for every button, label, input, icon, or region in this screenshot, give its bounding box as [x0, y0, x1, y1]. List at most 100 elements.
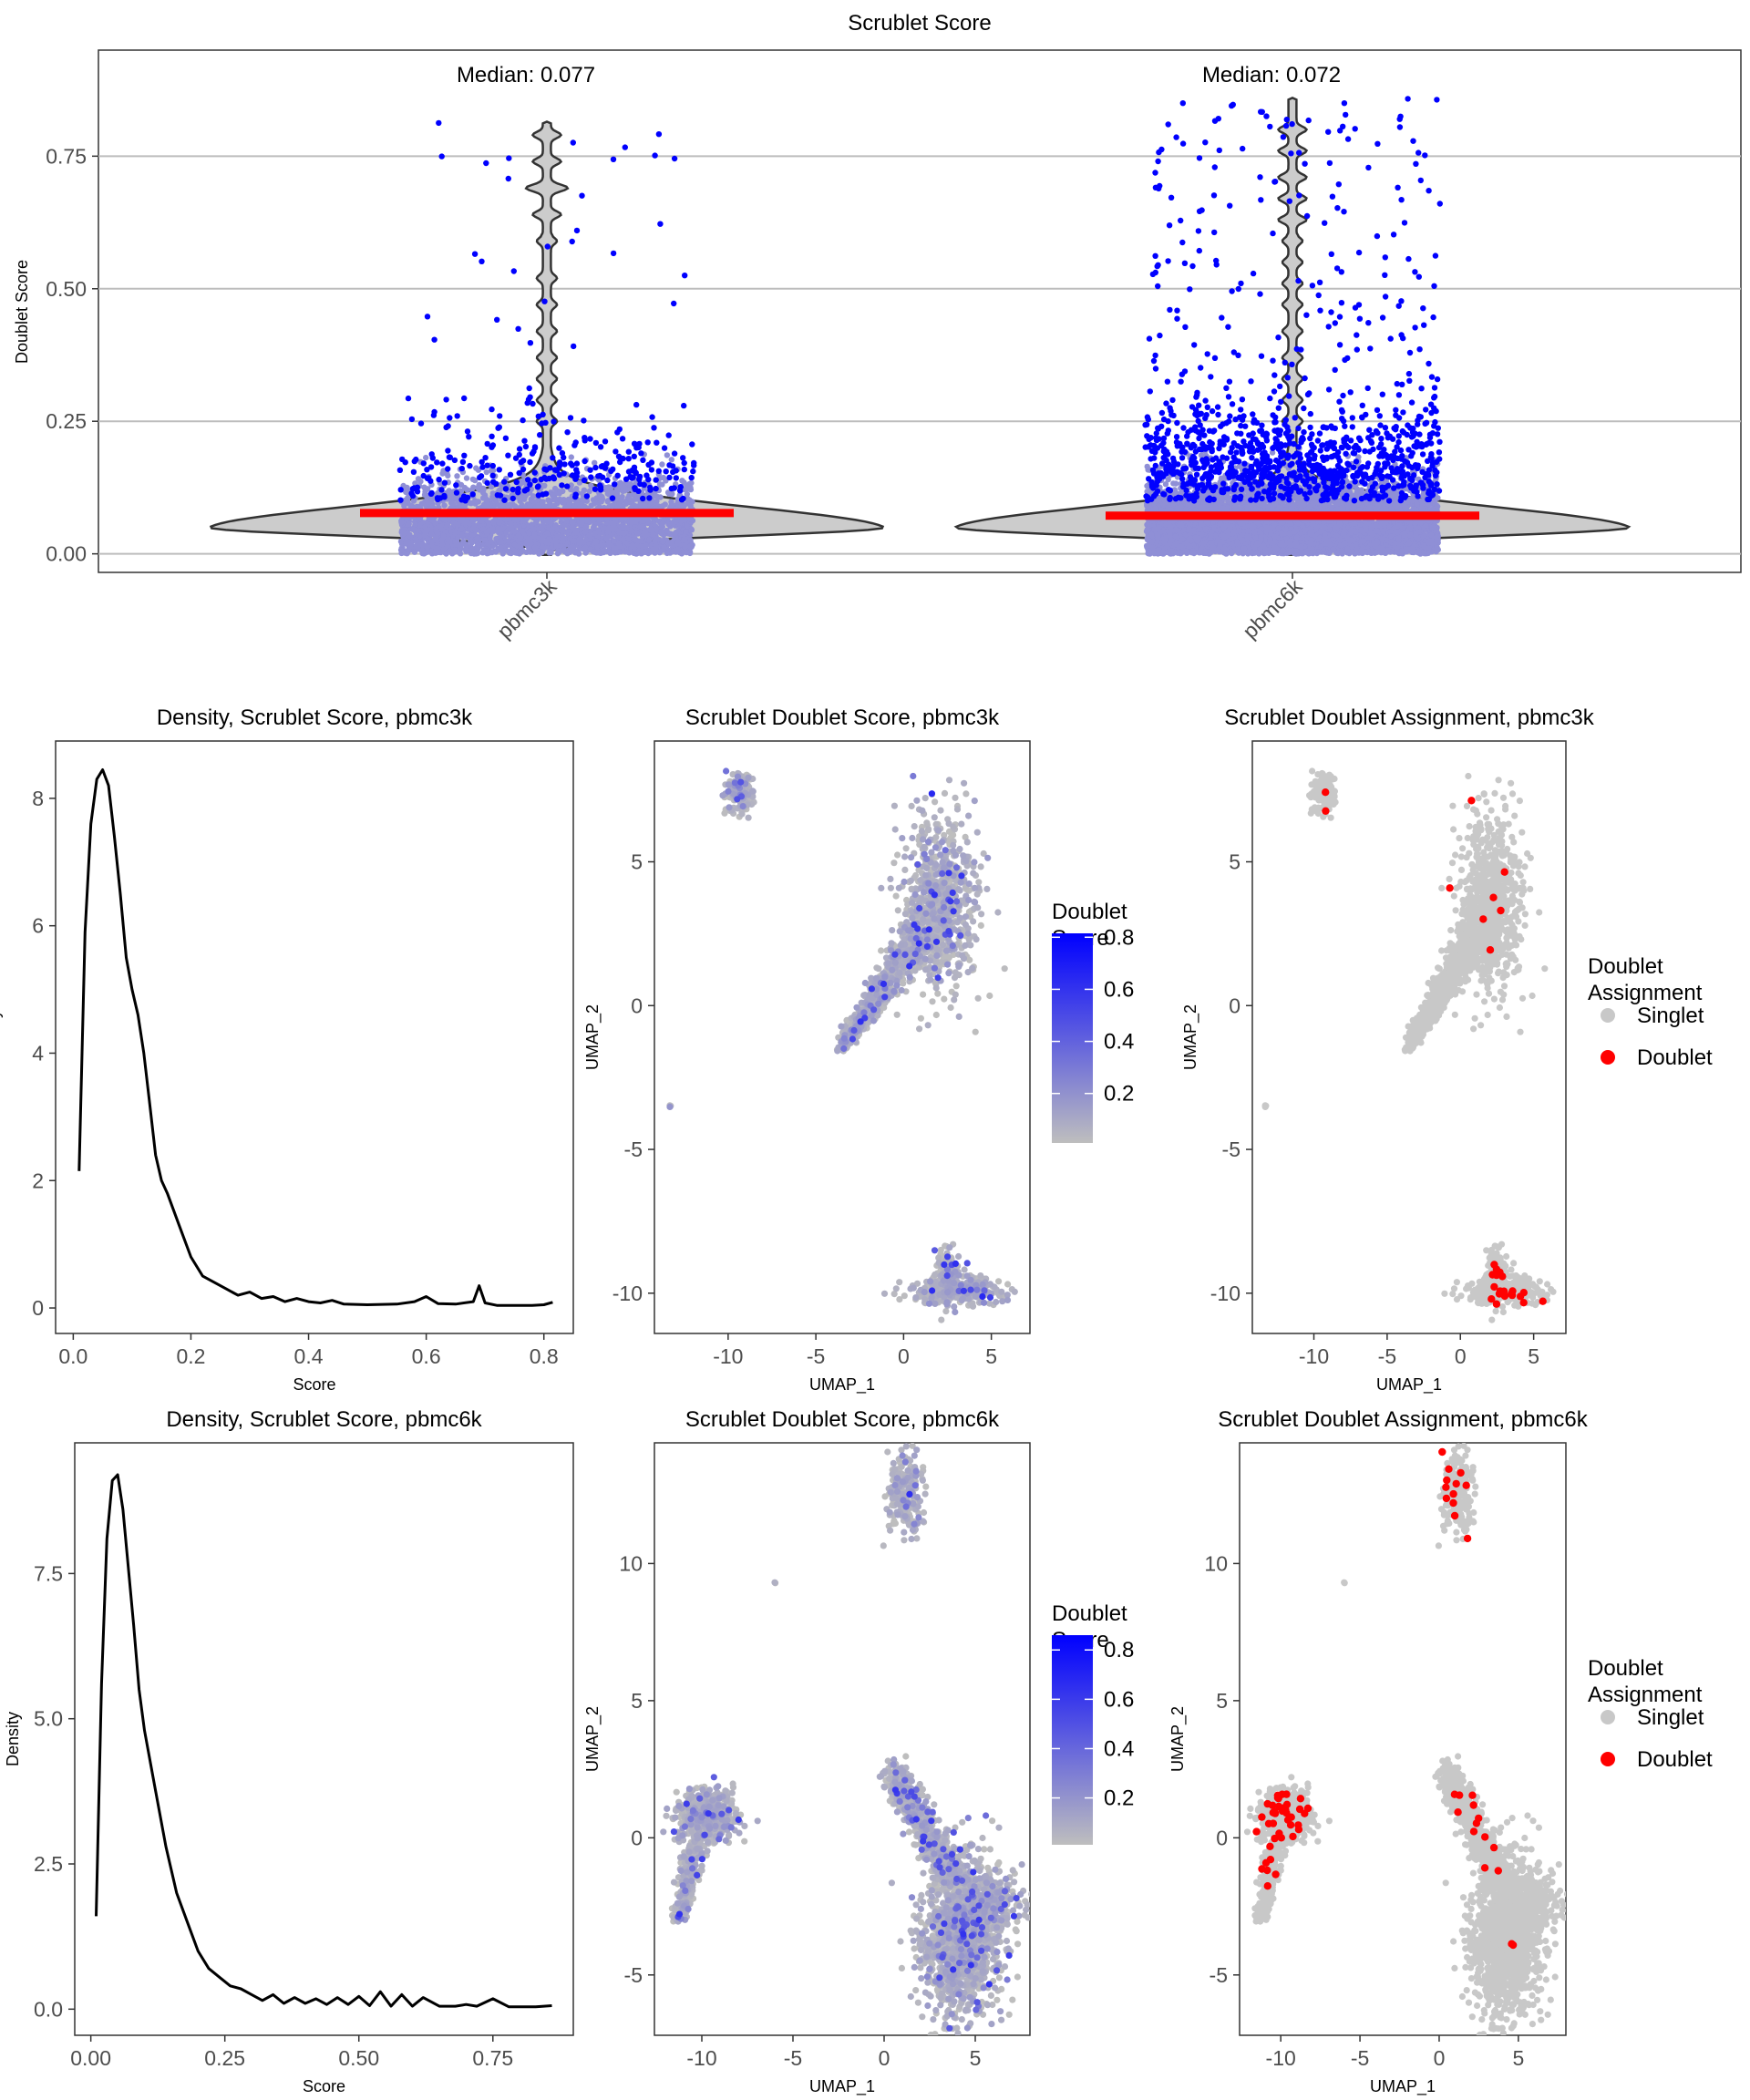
jitter-point [582, 503, 588, 510]
jitter-point [550, 455, 556, 461]
jitter-point [595, 527, 602, 533]
jitter-point [422, 523, 428, 530]
median-label-pbmc3k: Median: 0.077 [457, 63, 595, 88]
jitter-point [604, 490, 611, 497]
jitter-point [677, 484, 684, 490]
jitter-point [543, 540, 550, 546]
jitter-point [670, 548, 676, 555]
jitter-point [423, 454, 429, 461]
jitter-point [592, 459, 598, 466]
jitter-point [489, 406, 495, 413]
jitter-point [582, 529, 589, 535]
jitter-point [655, 468, 662, 474]
jitter-point [626, 496, 633, 502]
jitter-point [629, 541, 636, 549]
jitter-point [489, 483, 495, 489]
jitter-point [597, 472, 603, 479]
jitter-point [531, 544, 539, 551]
jitter-point [597, 444, 604, 450]
jitter-point [436, 119, 442, 127]
jitter-point [662, 501, 668, 508]
jitter-point [633, 401, 640, 408]
jitter-point [683, 529, 689, 535]
jitter-point [421, 532, 427, 539]
jitter-point [525, 544, 532, 551]
jitter-point [592, 486, 599, 492]
jitter-point [571, 538, 577, 544]
jitter-point [684, 483, 690, 489]
jitter-point [462, 498, 468, 504]
jitter-point [587, 467, 593, 473]
jitter-point [485, 520, 492, 526]
jitter-point [454, 521, 461, 528]
jitter-point [472, 527, 479, 533]
violin-ytick-label: 0.00 [46, 542, 87, 566]
jitter-point [650, 546, 656, 552]
jitter-point [484, 462, 490, 468]
jitter-point [620, 455, 626, 462]
jitter-point [556, 471, 562, 479]
jitter-point [582, 438, 588, 444]
jitter-point [599, 463, 606, 469]
jitter-point [494, 492, 501, 499]
jitter-point [632, 519, 639, 525]
jitter-point [609, 502, 615, 509]
jitter-point [531, 531, 538, 538]
jitter-point [671, 155, 678, 162]
jitter-point [646, 495, 653, 501]
jitter-point [571, 343, 577, 350]
jitter-point [469, 491, 476, 498]
jitter-point [688, 474, 695, 481]
jitter-point [546, 475, 552, 482]
jitter-point [661, 543, 667, 551]
category-label-pbmc3k: pbmc3k [492, 574, 561, 643]
jitter-point [400, 530, 407, 536]
jitter-point [482, 455, 489, 461]
jitter-point [575, 550, 582, 557]
jitter-point [451, 549, 458, 555]
jitter-point [653, 485, 659, 492]
jitter-point [657, 221, 664, 227]
jitter-point [561, 497, 568, 504]
jitter-point [666, 490, 673, 497]
jitter-point [629, 528, 635, 534]
jitter-point [573, 469, 581, 476]
jitter-point [645, 476, 652, 483]
jitter-point [441, 479, 448, 486]
jitter-point [463, 548, 469, 554]
jitter-point [510, 486, 516, 493]
jitter-point [544, 243, 551, 250]
jitter-point [536, 535, 542, 541]
jitter-point [582, 458, 588, 465]
jitter-point [453, 482, 459, 489]
jitter-point [540, 491, 546, 498]
jitter-point [405, 495, 411, 501]
jitter-point [407, 542, 414, 549]
jitter-point [561, 535, 567, 541]
jitter-point [569, 520, 576, 526]
jitter-point [425, 548, 431, 555]
jitter-point [680, 455, 686, 461]
jitter-point [520, 417, 526, 424]
jitter-point [541, 298, 548, 304]
jitter-point [612, 448, 619, 455]
jitter-point [506, 155, 512, 161]
jitter-point [405, 395, 412, 402]
jitter-point [625, 468, 633, 475]
jitter-point [573, 530, 580, 536]
jitter-point [499, 551, 506, 557]
jitter-point [559, 527, 565, 533]
jitter-point [550, 492, 556, 499]
jitter-point [458, 481, 465, 489]
jitter-point [409, 492, 417, 499]
jitter-point [689, 441, 695, 448]
jitter-point [564, 429, 571, 436]
jitter-point [659, 461, 665, 468]
jitter-point [664, 550, 671, 557]
jitter-point [530, 448, 537, 455]
jitter-point [432, 536, 438, 543]
jitter-point [583, 518, 590, 524]
jitter-point [684, 490, 690, 498]
jitter-point [625, 456, 632, 462]
jitter-point [501, 479, 508, 485]
